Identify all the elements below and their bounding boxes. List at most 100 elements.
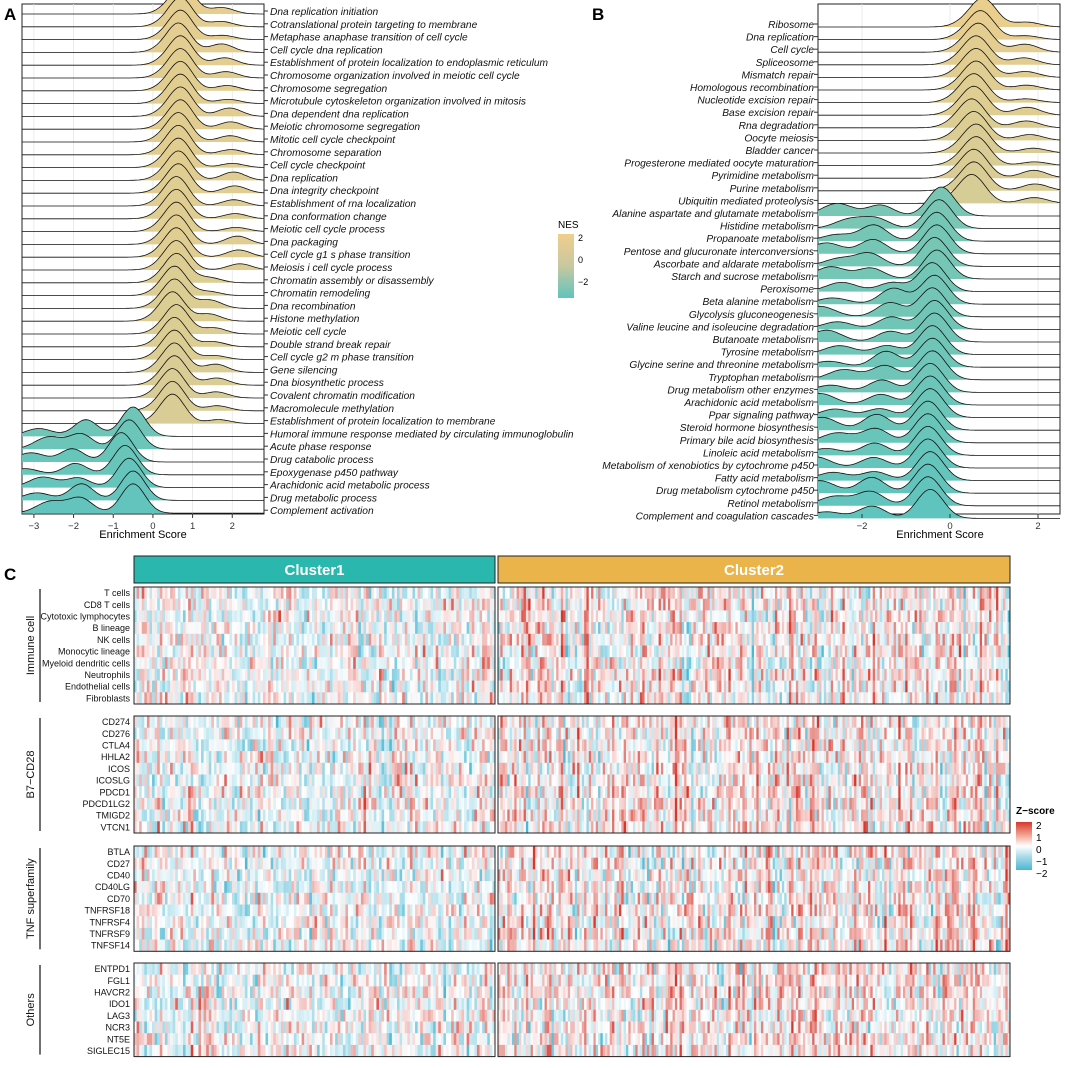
heatmap-cell <box>763 587 766 599</box>
heatmap-cell <box>700 598 704 611</box>
heatmap-cell <box>360 739 364 752</box>
heatmap-cell <box>926 622 929 635</box>
heatmap-cell <box>895 598 899 611</box>
heatmap-cell <box>226 751 230 764</box>
heatmap-cell <box>530 622 534 635</box>
heatmap-cell <box>523 692 527 705</box>
heatmap-cell <box>162 587 166 599</box>
heatmap-cell <box>255 610 259 623</box>
heatmap-cell <box>665 645 669 658</box>
heatmap-cell <box>563 657 566 670</box>
heatmap-cell <box>805 692 808 705</box>
heatmap-cell <box>314 774 318 787</box>
heatmap-cell <box>914 610 918 623</box>
heatmap-cell <box>935 633 939 646</box>
heatmap-cell <box>518 657 522 670</box>
heatmap-cell <box>335 692 339 705</box>
heatmap-cell <box>229 797 233 810</box>
heatmap-cell <box>417 762 421 775</box>
heatmap-cell <box>558 645 562 658</box>
heatmap-cell <box>614 622 617 635</box>
heatmap-cell <box>944 657 948 670</box>
heatmap-cell <box>301 786 305 799</box>
heatmap-cell <box>965 587 969 599</box>
heatmap-cell <box>332 739 336 752</box>
heatmap-cell <box>350 727 354 740</box>
heatmap-cell <box>511 633 515 646</box>
heatmap-cell <box>482 739 485 752</box>
heatmap-cell <box>469 739 473 752</box>
heatmap-cell <box>360 668 364 681</box>
heatmap-cell <box>193 692 197 705</box>
heatmap-cell <box>484 587 488 599</box>
heatmap-cell <box>975 633 978 646</box>
heatmap-cell <box>154 762 158 775</box>
heatmap-cell <box>466 727 470 740</box>
heatmap-cell <box>812 680 815 693</box>
heatmap-cell <box>558 610 562 623</box>
heatmap-cell <box>854 668 857 681</box>
heatmap-cell <box>777 633 780 646</box>
heatmap-cell <box>425 739 429 752</box>
heatmap-cell <box>420 633 424 646</box>
heatmap-cell <box>812 610 815 623</box>
heatmap-cell <box>162 680 166 693</box>
heatmap-cell <box>949 622 953 635</box>
heatmap-cell <box>407 680 411 693</box>
heatmap-cell <box>626 587 629 599</box>
heatmap-cell <box>252 633 256 646</box>
heatmap-cell <box>535 598 538 611</box>
heatmap-cell <box>937 692 941 705</box>
heatmap-cell <box>329 610 333 623</box>
heatmap-cell <box>854 622 857 635</box>
heatmap-cell <box>609 668 613 681</box>
heatmap-cell <box>229 657 233 670</box>
heatmap-cell <box>273 751 277 764</box>
heatmap-cell <box>763 610 766 623</box>
heatmap-cell <box>252 739 256 752</box>
heatmap-cell <box>570 587 573 599</box>
heatmap-cell <box>167 786 171 799</box>
heatmap-cell <box>802 610 806 623</box>
heatmap-cell <box>443 622 447 635</box>
heatmap-cell <box>306 598 310 611</box>
heatmap-cell <box>404 633 408 646</box>
heatmap-cell <box>188 645 192 658</box>
heatmap-cell <box>637 622 641 635</box>
pathway-label: Chromatin remodeling <box>270 289 371 300</box>
heatmap-cell <box>337 716 341 728</box>
heatmap-cell <box>306 657 310 670</box>
heatmap-cell <box>198 680 202 693</box>
heatmap-cell <box>327 774 331 787</box>
heatmap-cell <box>858 622 862 635</box>
heatmap-cell <box>172 680 176 693</box>
heatmap-cell <box>239 751 243 764</box>
heatmap-cell <box>461 727 465 740</box>
heatmap-cell <box>972 587 976 599</box>
heatmap-cell <box>167 622 171 635</box>
heatmap-cell <box>567 633 571 646</box>
heatmap-cell <box>737 622 741 635</box>
heatmap-cell <box>446 727 449 740</box>
heatmap-cell <box>521 668 524 681</box>
heatmap-cell <box>203 622 207 635</box>
heatmap-cell <box>921 622 925 635</box>
heatmap-cell <box>482 587 485 599</box>
heatmap-cell <box>144 762 148 775</box>
ridge-area <box>22 151 264 181</box>
heatmap-cell <box>291 727 295 740</box>
heatmap-cell <box>335 633 339 646</box>
heatmap-cell <box>208 786 212 799</box>
heatmap-cell <box>466 692 470 705</box>
heatmap-cell <box>993 657 997 670</box>
heatmap-cell <box>381 633 385 646</box>
heatmap-cell <box>760 587 764 599</box>
heatmap-cell <box>642 587 645 599</box>
heatmap-cell <box>136 668 140 681</box>
heatmap-cell <box>560 587 564 599</box>
heatmap-cell <box>144 786 148 799</box>
heatmap-cell <box>742 668 745 681</box>
heatmap-cell <box>670 645 673 658</box>
heatmap-cell <box>551 622 555 635</box>
heatmap-cell <box>221 622 225 635</box>
